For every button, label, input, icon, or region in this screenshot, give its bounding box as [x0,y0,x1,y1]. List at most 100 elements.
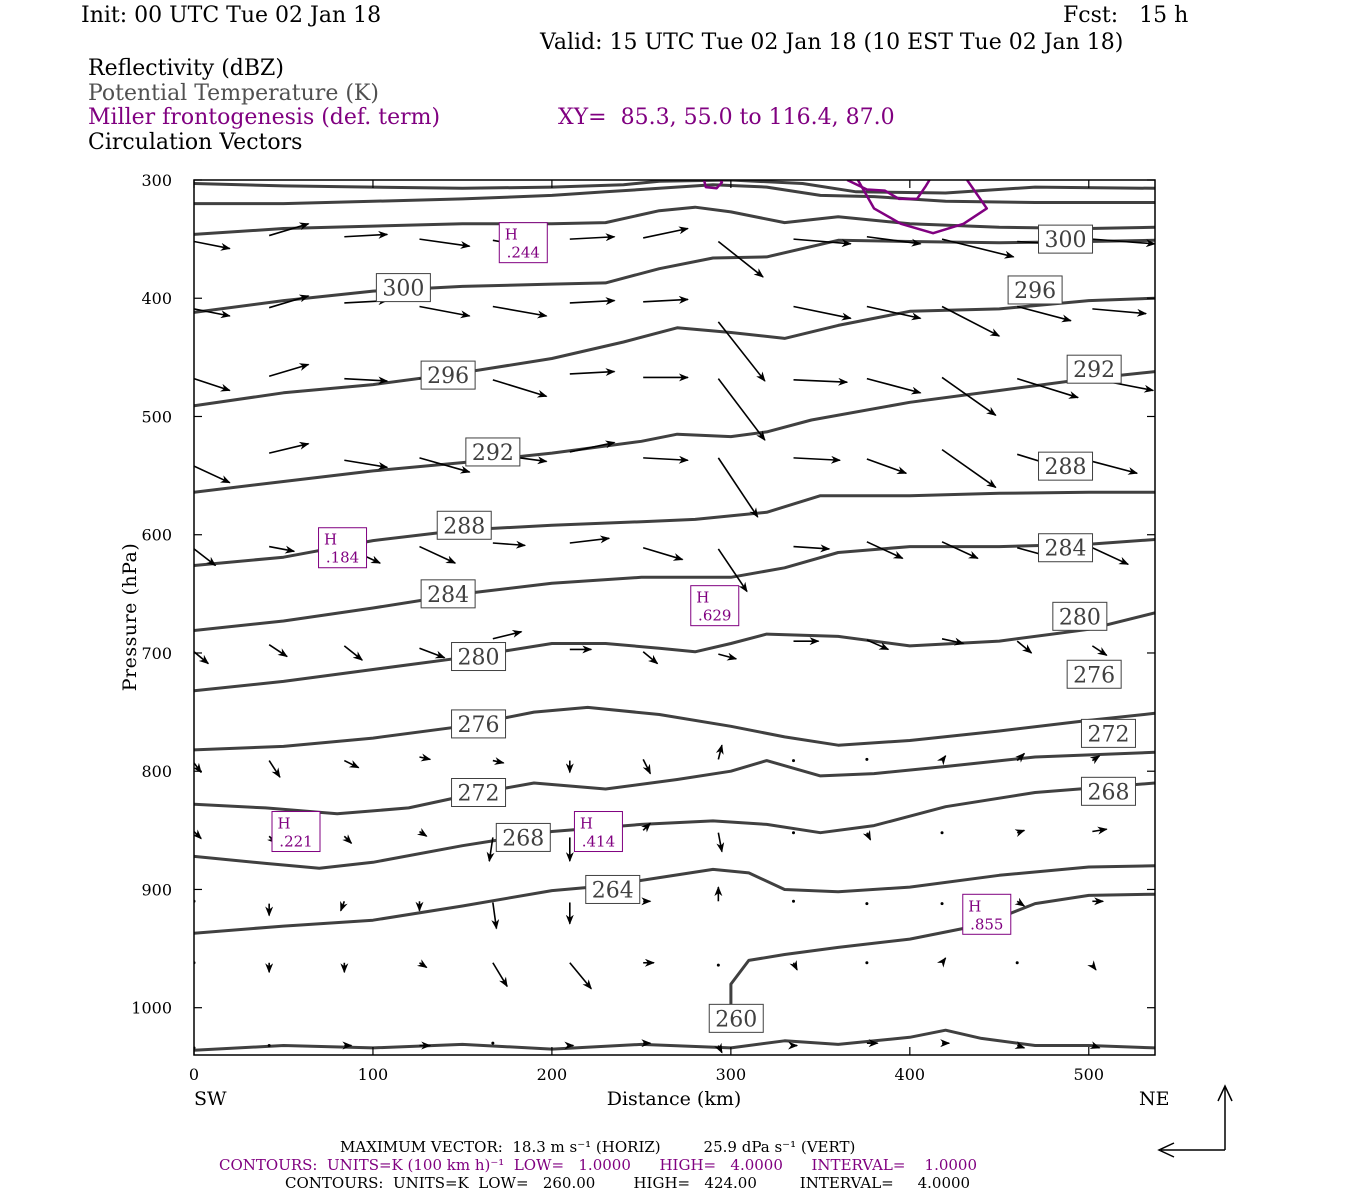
circulation-vector [793,544,831,553]
theta-contour [194,538,1155,632]
init-time: Init: 00 UTC Tue 02 Jan 18 [81,3,382,28]
circulation-vector [268,644,288,658]
circulation-vector [1091,645,1108,657]
plot-frame [193,179,1156,1056]
svg-text:300: 300 [1045,228,1087,253]
circulation-vector [717,378,766,441]
circulation-vector [194,465,231,484]
theta-contour-label: 284 [1038,533,1094,563]
circulation-vector [715,744,724,760]
frontogenesis-contour [846,180,931,201]
theta-contour [194,205,1155,236]
circulation-vector [1014,897,1026,907]
svg-text:.414: .414 [582,833,615,851]
frontogenesis-high-label: H.244 [498,222,548,264]
svg-text:.184: .184 [326,549,359,567]
svg-text:.629: .629 [698,607,731,625]
svg-text:.855: .855 [970,915,1003,933]
circulation-vector [339,900,348,912]
svg-text:264: 264 [592,878,634,903]
circulation-vector [717,321,766,382]
theta-contour-label: 296 [1007,275,1063,305]
circulation-vector [717,457,759,518]
circulation-vector [941,238,1015,259]
theta-contour [194,705,1155,752]
circulation-vector [1089,1041,1101,1049]
theta-contour-label: 296 [420,360,476,390]
svg-text:H: H [580,815,593,833]
circulation-vector [491,1041,495,1045]
circulation-vector [716,832,725,853]
circulation-vector [269,545,296,554]
circulation-vector [268,441,310,454]
circulation-vector [194,829,202,840]
circulation-vector [792,831,796,835]
max-vector-text: MAXIMUM VECTOR: 18.3 m s⁻¹ (HORIZ) 25.9 … [340,1138,856,1156]
circulation-vector [268,363,310,378]
circulation-vector [569,535,611,544]
frontogenesis-high-label: H.184 [318,527,368,569]
circulation-vector [569,368,616,377]
circulation-vector [1092,308,1148,317]
svg-text:H: H [324,531,337,549]
circulation-vector [1089,755,1101,765]
y-axis-label: Pressure (hPa) [119,543,141,692]
circulation-vector [344,230,389,239]
circulation-vector [492,757,505,765]
circulation-vector [268,760,281,778]
circulation-vector [194,377,231,392]
circulation-vector [941,305,1001,337]
y-tick-label: 400 [141,289,172,308]
svg-text:272: 272 [458,782,500,807]
circulation-vector [717,240,764,278]
circulation-vector [793,238,852,248]
contours-theta-text: CONTOURS: UNITS=K LOW= 260.00 HIGH= 424.… [285,1174,971,1192]
contours-frontogenesis-text: CONTOURS: UNITS=K (100 km h)⁻¹ LOW= 1.00… [219,1156,978,1174]
theta-contour-label: 284 [420,579,476,609]
y-tick-label: 1000 [131,999,172,1018]
circulation-vector [866,377,922,395]
circulation-vector [718,652,738,661]
frontogenesis-contour [702,180,724,190]
theta-contour [194,611,1155,693]
circulation-vector [1014,829,1026,837]
circulation-vector [941,637,965,646]
circulation-vector [941,376,997,416]
circulation-vector [941,541,979,560]
circulation-vector [1016,377,1080,399]
circulation-vector [492,629,523,640]
circulation-vector [1016,305,1072,323]
circulation-vector [492,379,548,398]
y-tick-label: 800 [141,762,172,781]
circulation-vector [643,295,689,304]
x-tick-label: 400 [895,1065,926,1084]
theta-contour-label: 276 [451,709,507,739]
theta-contour [194,1028,1155,1052]
circulation-vector [342,834,353,845]
circulation-vector [642,651,659,665]
x-tick-label: 200 [537,1065,568,1084]
circulation-vector [419,753,432,762]
theta-contour-label: 272 [1080,718,1136,748]
y-tick-label: 900 [141,880,172,899]
svg-text:272: 272 [1087,722,1129,747]
circulation-vector [1092,460,1139,475]
theta-contour [194,370,1155,494]
theta-contour-label: 260 [708,1003,764,1033]
circulation-vector [866,235,922,247]
legend-potential-temperature: Potential Temperature (K) [88,81,379,106]
circulation-vector [492,540,527,549]
circulation-vector [793,455,842,464]
svg-text:288: 288 [443,514,485,539]
frontogenesis-high-label: H.221 [271,811,321,853]
theta-contour [194,750,1155,816]
circulation-vector [268,294,310,309]
circulation-vector [789,960,798,971]
circulation-vector [936,755,947,766]
theta-contour-label: 268 [495,822,551,852]
circulation-vector [866,305,922,321]
x-tick-label: 0 [189,1065,199,1084]
x-tick-label: 500 [1074,1065,1105,1084]
circulation-vector [1092,238,1155,248]
svg-text:284: 284 [427,583,469,608]
